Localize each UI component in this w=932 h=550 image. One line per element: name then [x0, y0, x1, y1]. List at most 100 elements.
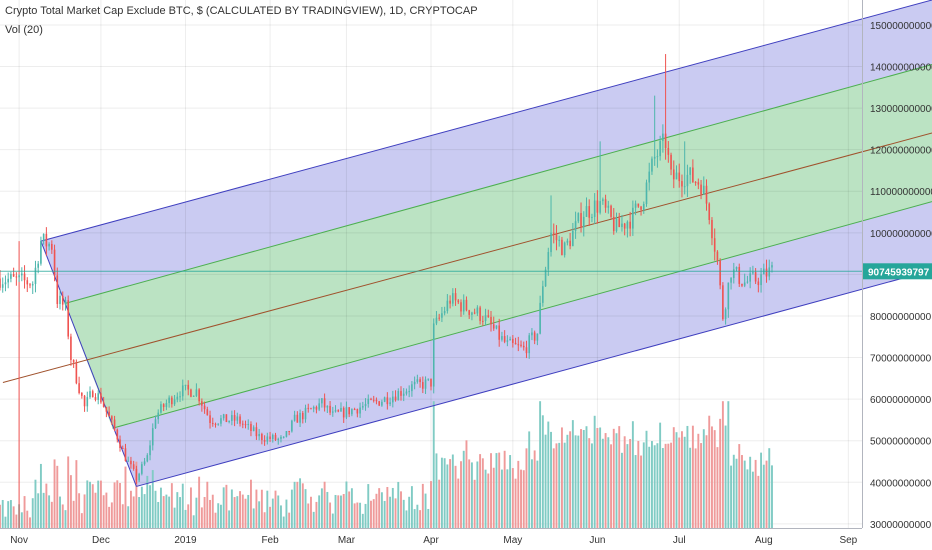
candle-body-50: [135, 468, 138, 481]
volume-bar-230: [626, 444, 629, 528]
volume-bar-245: [667, 443, 670, 528]
candle-body-73: [198, 389, 200, 402]
grid: [0, 0, 862, 528]
candle-body-110: [299, 412, 301, 423]
volume-bar-254: [691, 425, 694, 528]
candle-body-134: [364, 403, 367, 407]
candle-body-154: [419, 379, 421, 383]
volume-bar-123: [334, 494, 337, 528]
candle-body-205: [558, 239, 561, 241]
candle-body-47: [127, 460, 130, 462]
candle-body-219: [596, 200, 599, 213]
candle-body-199: [542, 286, 544, 303]
volume-bar-268: [730, 465, 733, 528]
candle-body-119: [323, 398, 326, 408]
volume-bar-170: [462, 450, 465, 528]
volume-bar-93: [252, 508, 255, 528]
volume-bar-100: [271, 498, 274, 528]
volume-bar-125: [340, 495, 342, 528]
volume-bar-184: [500, 469, 503, 528]
volume-bar-46: [124, 466, 127, 528]
volume-bar-114: [310, 496, 312, 528]
volume-bar-104: [282, 516, 285, 528]
candle-body-282: [768, 267, 771, 277]
candle-body-245: [667, 147, 670, 155]
volume-bar-47: [127, 506, 130, 528]
volume-bar-241: [656, 443, 659, 528]
candle-body-58: [157, 412, 160, 420]
candle-body-130: [353, 409, 356, 411]
candle-body-8: [21, 273, 23, 276]
candle-body-68: [184, 384, 187, 386]
candle-body-152: [413, 381, 416, 385]
volume-bar-87: [236, 496, 239, 528]
volume-bar-194: [528, 431, 531, 528]
candle-body-14: [37, 263, 40, 268]
volume-bar-27: [72, 500, 75, 528]
volume-bar-233: [634, 455, 637, 528]
volume-bar-88: [239, 491, 242, 528]
y-tick-label-1: 40000000000: [870, 478, 932, 489]
x-tick-label-8: Jul: [673, 535, 686, 546]
volume-bar-270: [735, 458, 738, 528]
volume-bar-84: [228, 510, 231, 528]
volume-bar-78: [211, 494, 214, 528]
volume-bar-206: [560, 427, 563, 528]
volume-bar-152: [413, 509, 416, 528]
candle-body-168: [457, 300, 460, 303]
volume-bar-280: [762, 464, 765, 528]
candle-body-273: [743, 282, 746, 286]
candle-body-37: [100, 393, 102, 403]
candle-body-228: [621, 223, 623, 228]
volume-indicator-label[interactable]: Vol (20): [5, 24, 43, 36]
volume-bar-66: [179, 497, 181, 528]
candle-body-52: [141, 464, 143, 474]
candle-body-77: [209, 415, 211, 423]
volume-bar-265: [721, 401, 724, 528]
candle-body-106: [288, 431, 290, 433]
candle-body-35: [94, 397, 97, 400]
volume-bar-242: [659, 422, 662, 528]
volume-bar-261: [711, 426, 713, 528]
candle-body-6: [15, 276, 18, 278]
volume-bar-11: [29, 517, 31, 528]
volume-bar-190: [517, 460, 520, 528]
candle-body-172: [468, 310, 471, 315]
volume-bar-77: [209, 499, 211, 528]
candle-body-139: [378, 401, 380, 406]
volume-bar-137: [372, 499, 375, 528]
volume-bar-55: [149, 485, 151, 528]
candle-body-166: [452, 293, 454, 304]
volume-bar-45: [121, 504, 124, 528]
candle-body-12: [31, 284, 34, 286]
volume-bar-37: [99, 480, 102, 528]
candle-body-281: [765, 268, 768, 277]
candle-body-46: [124, 448, 127, 462]
volume-bar-14: [37, 493, 40, 528]
volume-bar-70: [189, 487, 192, 528]
volume-bar-67: [181, 483, 184, 528]
volume-bar-68: [184, 509, 187, 528]
volume-bar-156: [424, 493, 427, 528]
volume-bar-151: [410, 486, 413, 528]
candle-body-15: [40, 240, 42, 264]
candle-body-275: [749, 273, 751, 282]
candle-body-188: [512, 338, 514, 343]
volume-bar-169: [460, 461, 462, 528]
candle-body-192: [522, 345, 525, 348]
candle-body-34: [91, 391, 94, 398]
candle-body-240: [653, 156, 656, 159]
x-tick-label-6: May: [503, 535, 522, 546]
inner-upper-line: [64, 63, 932, 304]
volume-bar-228: [620, 452, 623, 528]
candle-body-214: [582, 216, 585, 228]
candle-body-9: [23, 273, 26, 281]
candle-body-103: [280, 436, 282, 439]
volume-bar-212: [577, 435, 580, 528]
candle-body-28: [75, 362, 78, 384]
volume-bar-90: [244, 498, 247, 528]
y-tick-label-7: 100000000000: [870, 229, 932, 240]
volume-bar-225: [612, 428, 615, 528]
candle-body-234: [637, 203, 640, 207]
